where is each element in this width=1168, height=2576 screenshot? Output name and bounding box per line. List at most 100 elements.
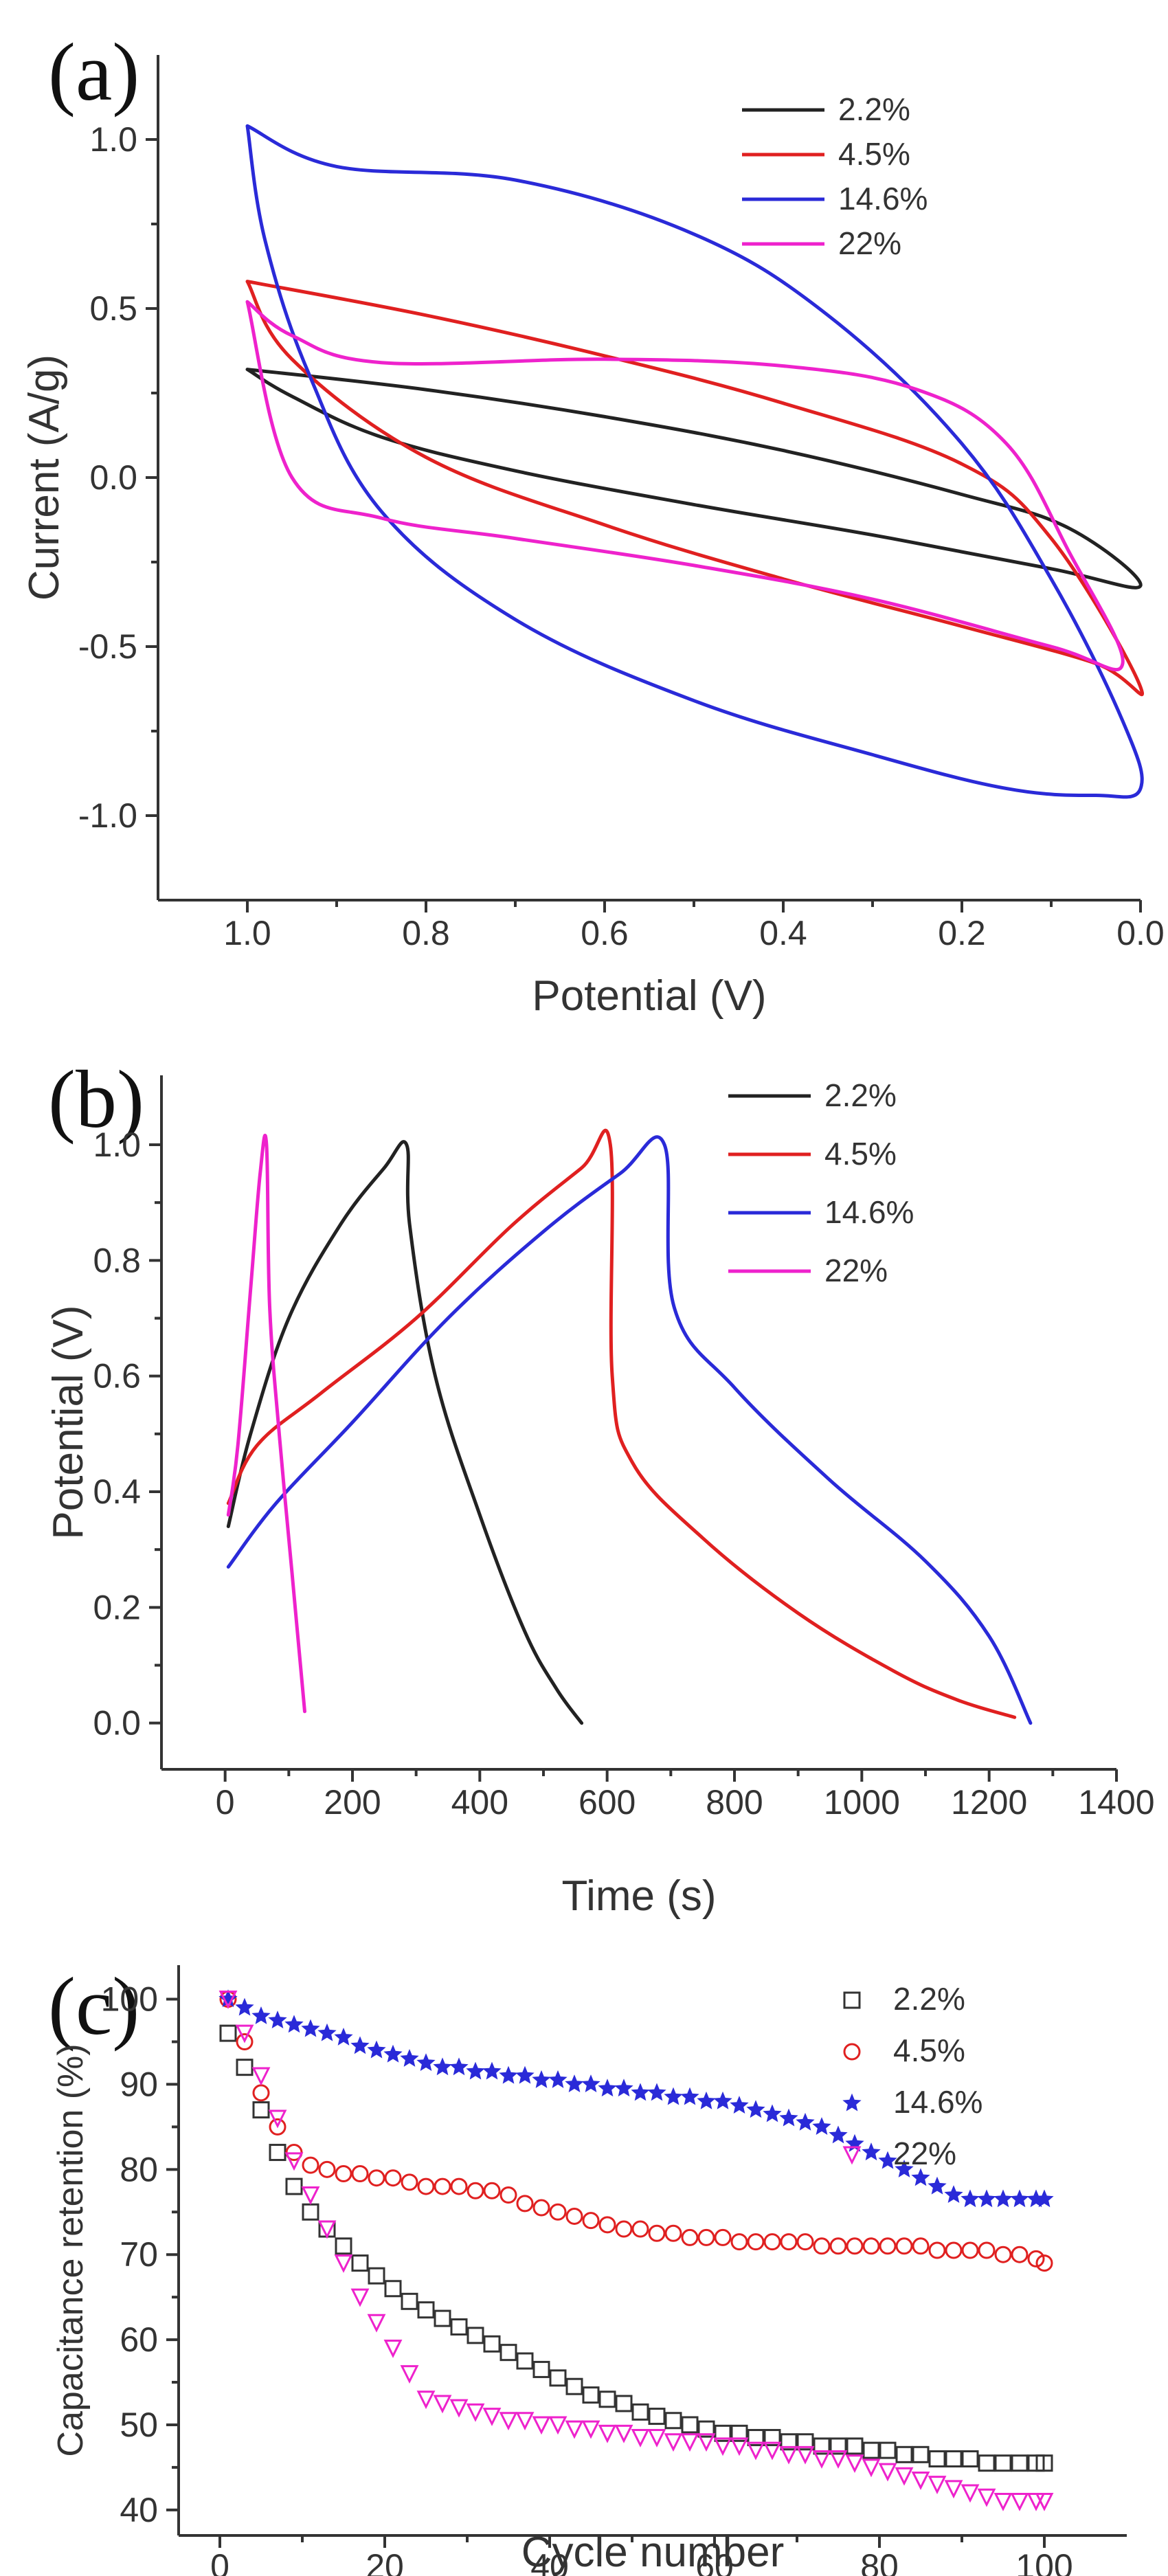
x-tick-label: 200: [324, 1783, 381, 1822]
data-point: [928, 2450, 946, 2468]
data-point: [615, 2395, 633, 2412]
x-tick-label: 0.0: [1116, 914, 1165, 952]
data-point: [268, 2109, 287, 2129]
data-point: [895, 2237, 913, 2255]
y-tick-label: 0.5: [89, 289, 137, 328]
data-point: [400, 2365, 419, 2384]
data-point: [284, 2152, 304, 2171]
data-point: [912, 2237, 930, 2255]
x-tick-label: 1000: [824, 1783, 900, 1822]
x-tick-label: 1200: [951, 1783, 1027, 1822]
data-point: [1010, 2492, 1029, 2511]
x-tick-label: 0.6: [581, 914, 629, 952]
data-point: [268, 2011, 287, 2029]
legend-marker: [843, 2043, 861, 2061]
data-point: [335, 2237, 352, 2255]
data-point: [697, 2091, 716, 2109]
legend-label: 4.5%: [824, 1136, 897, 1172]
data-point: [664, 2433, 683, 2452]
legend-label: 4.5%: [893, 2032, 965, 2068]
data-point: [911, 2168, 930, 2186]
data-point: [763, 2233, 781, 2251]
data-point: [664, 2224, 682, 2242]
data-point: [516, 2352, 534, 2370]
data-point: [1035, 2454, 1053, 2472]
data-point: [944, 2480, 963, 2499]
data-point: [532, 2360, 550, 2378]
legend-label: 22%: [893, 2136, 956, 2171]
x-tick-label: 60: [695, 2547, 734, 2576]
data-point: [532, 2199, 550, 2217]
data-point: [598, 2424, 617, 2443]
data-point: [450, 2177, 468, 2195]
data-point: [598, 2216, 616, 2234]
data-point: [582, 2386, 600, 2404]
data-point: [317, 2220, 337, 2239]
data-point: [467, 2327, 484, 2344]
data-point: [417, 2301, 435, 2319]
data-point: [895, 2159, 914, 2177]
data-point: [516, 2195, 534, 2213]
y-tick-label: 0.8: [93, 1241, 141, 1279]
data-point: [515, 2065, 535, 2084]
data-point: [895, 2445, 913, 2463]
data-point: [384, 2280, 402, 2298]
data-point: [1027, 2250, 1045, 2267]
y-axis-title: Current (A/g): [21, 355, 68, 601]
data-point: [697, 2433, 716, 2452]
data-point: [532, 2070, 551, 2088]
data-point: [631, 2083, 650, 2101]
data-point: [961, 2241, 979, 2259]
data-point: [598, 2079, 617, 2097]
data-point: [467, 2182, 484, 2199]
data-point: [993, 2492, 1013, 2511]
series-14-6pct: [218, 1989, 1054, 2208]
series-4-5pct-line: [226, 1128, 1017, 1719]
data-point: [565, 2207, 583, 2225]
x-tick-label: 800: [706, 1783, 763, 1822]
data-point: [944, 2185, 963, 2204]
data-point: [978, 2241, 996, 2259]
data-point: [829, 2437, 847, 2455]
data-point: [862, 2237, 880, 2255]
data-point: [582, 2212, 600, 2230]
data-point: [548, 2070, 568, 2088]
x-tick-label: 0: [210, 2547, 229, 2576]
data-point: [351, 2165, 369, 2183]
data-point: [912, 2445, 930, 2463]
data-point: [879, 2237, 897, 2255]
x-tick-label: 600: [579, 1783, 636, 1822]
legend-label: 22%: [824, 1253, 888, 1288]
data-point: [796, 2445, 815, 2465]
data-point: [515, 2412, 535, 2431]
data-point: [928, 2476, 947, 2495]
data-point: [878, 2463, 897, 2482]
data-point: [730, 2437, 749, 2456]
legend-label: 4.5%: [838, 136, 910, 172]
data-point: [812, 2117, 831, 2135]
data-point: [334, 2254, 353, 2273]
legend-marker: [842, 2146, 862, 2165]
data-point: [302, 2156, 319, 2174]
data-point: [565, 2074, 584, 2093]
series-2-2pct-line: [226, 1140, 584, 1725]
data-point: [647, 2083, 666, 2101]
y-tick-label: 0.6: [93, 1357, 141, 1396]
data-point: [368, 2169, 385, 2187]
data-point: [483, 2182, 501, 2199]
series-14-6pct-line: [245, 124, 1144, 799]
data-point: [401, 2292, 418, 2310]
data-point: [664, 2087, 683, 2105]
legend-marker: [842, 2093, 862, 2112]
panel-letter: (a): [48, 26, 139, 117]
data-point: [713, 2437, 732, 2456]
data-point: [335, 2165, 352, 2183]
data-point: [350, 2036, 370, 2054]
y-tick-label: 40: [120, 2491, 158, 2529]
data-point: [779, 2445, 798, 2465]
data-point: [829, 2237, 847, 2255]
data-point: [631, 2429, 650, 2448]
data-point: [284, 2015, 304, 2033]
x-tick-label: 1.0: [223, 914, 271, 952]
data-point: [1011, 2245, 1029, 2263]
